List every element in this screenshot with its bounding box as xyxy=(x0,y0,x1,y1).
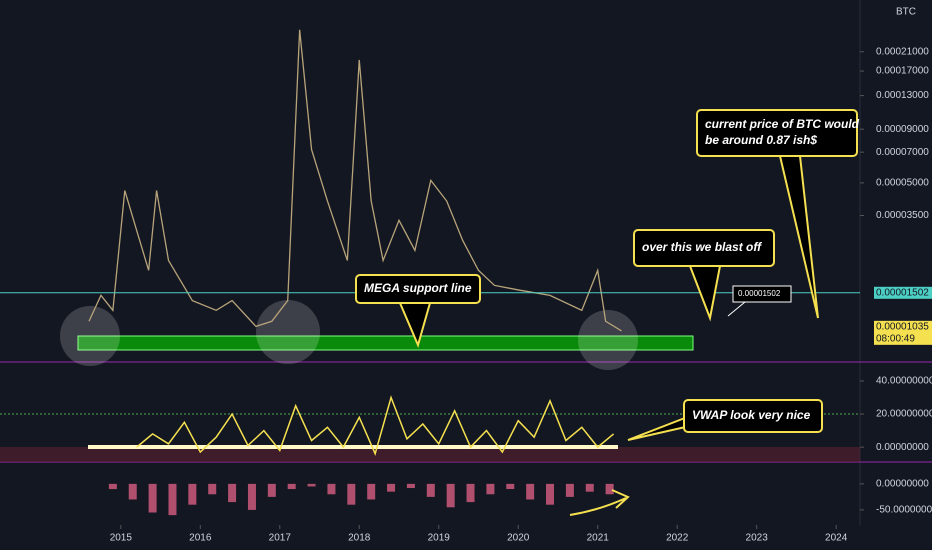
x-tick-label: 2021 xyxy=(587,533,610,544)
callout-text: VWAP look very nice xyxy=(692,408,811,422)
y-tick-label: 0.00005000 xyxy=(876,178,929,189)
histogram-bar xyxy=(128,483,137,500)
y-tick-label: 0.00009000 xyxy=(876,124,929,135)
last-price-box xyxy=(874,320,932,345)
histogram-bar xyxy=(267,483,276,497)
histogram-bar xyxy=(228,483,237,503)
x-tick-label: 2017 xyxy=(269,533,292,544)
callout-text: current price of BTC would be around 0.87… xyxy=(705,117,860,147)
y-tick-label: 0.00021000 xyxy=(876,46,929,57)
callout-box xyxy=(732,285,792,303)
x-tick-label: 2019 xyxy=(428,533,451,544)
last-price-label: 0.00001035 xyxy=(876,321,929,332)
price-line xyxy=(88,29,622,332)
y-tick-label: 0.00000000 xyxy=(876,479,929,490)
histogram-bar xyxy=(188,483,197,505)
x-tick-label: 2024 xyxy=(825,533,848,544)
x-tick-label: 2018 xyxy=(348,533,371,544)
histogram-bar xyxy=(287,483,296,490)
callout-box xyxy=(633,229,775,267)
band xyxy=(0,447,860,462)
histogram-bar xyxy=(486,483,495,495)
histogram-bar xyxy=(466,483,475,503)
histogram-bar xyxy=(108,483,117,490)
price-label: 0.00001502 xyxy=(876,287,929,298)
y-tick-label: -50.00000000 xyxy=(876,505,932,516)
histogram-bar xyxy=(565,483,574,497)
highlight-circle xyxy=(60,306,120,366)
x-tick-label: 2016 xyxy=(189,533,212,544)
histogram-bar xyxy=(247,483,256,510)
x-tick-label: 2023 xyxy=(746,533,769,544)
histogram-bar xyxy=(307,483,316,487)
histogram-bar xyxy=(506,483,515,490)
histogram-bar xyxy=(327,483,336,495)
callout-text: 0.00001502 xyxy=(738,289,781,298)
price-line xyxy=(136,395,615,456)
histogram-bar xyxy=(148,483,157,513)
histogram-bar xyxy=(446,483,455,508)
support-zone xyxy=(77,335,694,351)
y-tick-label: 0.00007000 xyxy=(876,147,929,158)
price-label-box xyxy=(874,286,932,299)
y-tick-label: 0.00000000 xyxy=(876,442,929,453)
y-tick-label: 40.00000000 xyxy=(876,376,932,387)
histogram-bar xyxy=(426,483,435,497)
axis-unit: BTC xyxy=(896,7,916,18)
histogram-bar xyxy=(208,483,217,495)
histogram-bar xyxy=(406,483,415,489)
callout-box xyxy=(355,274,481,304)
x-tick-label: 2015 xyxy=(110,533,133,544)
histogram-bar xyxy=(585,483,594,492)
y-tick-label: 0.00017000 xyxy=(876,66,929,77)
callout-box xyxy=(683,399,823,433)
histogram-bar xyxy=(387,483,396,492)
callout-text: over this we blast off xyxy=(642,240,762,254)
histogram-bar xyxy=(605,483,614,495)
histogram-bar xyxy=(168,483,177,516)
histogram-bar xyxy=(367,483,376,500)
countdown: 08:00:49 xyxy=(876,333,915,344)
x-tick-label: 2020 xyxy=(507,533,530,544)
y-tick-label: 0.00013000 xyxy=(876,90,929,101)
x-tick-label: 2022 xyxy=(666,533,689,544)
y-tick-label: 20.00000000 xyxy=(876,409,932,420)
histogram-bar xyxy=(526,483,535,500)
highlight-circle xyxy=(578,310,638,370)
callout-text: MEGA support line xyxy=(364,281,472,295)
highlight-circle xyxy=(256,300,320,364)
histogram-bar xyxy=(347,483,356,505)
callout-pointer xyxy=(727,301,746,317)
y-tick-label: 0.00003500 xyxy=(876,210,929,221)
callout-box xyxy=(696,109,858,157)
histogram-bar xyxy=(546,483,555,505)
arrow xyxy=(569,489,630,516)
